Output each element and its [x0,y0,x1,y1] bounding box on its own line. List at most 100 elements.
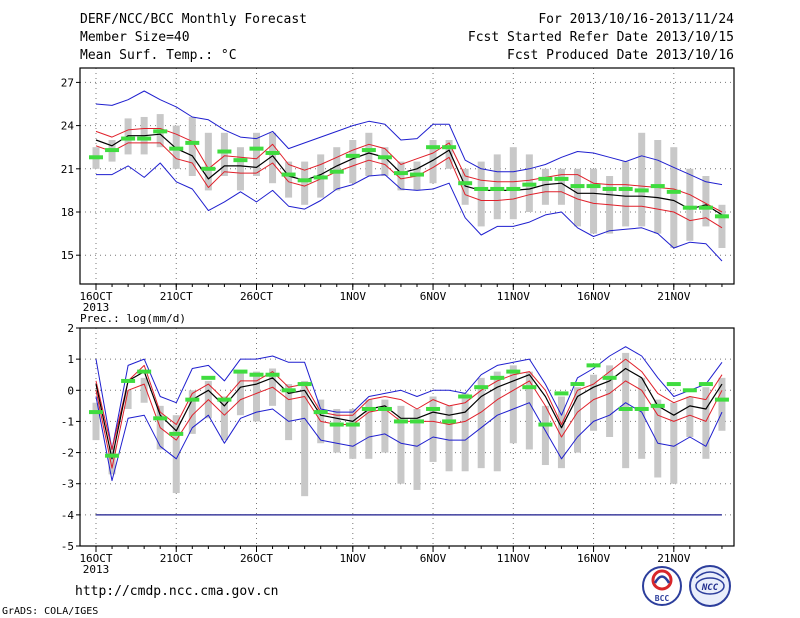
prec-inner-lower-line [95,380,723,469]
temp-ensemble-bar [686,168,694,241]
temp-ytick-label: 18 [61,206,74,219]
prec-outer-lower-line [95,396,723,482]
prec-median-marker [201,375,216,380]
grads-credit: GrADS: COLA/IGES [2,606,98,617]
prec-median-marker [121,378,136,383]
temp-xtick-label: 11NOV [497,290,530,303]
temp-ensemble-bar [702,176,710,227]
prec-outer-upper-line [95,346,723,450]
temp-median-marker [329,169,344,174]
temp-ensemble-bar [333,147,341,191]
temp-median-marker [634,188,649,193]
temp-median-marker [265,150,280,155]
temp-median-marker [682,205,697,210]
prec-ensemble-bar [285,384,293,441]
prec-median-marker [313,410,328,415]
temp-ensemble-bar [590,168,598,234]
temp-median-marker [105,148,120,153]
temp-median-marker [618,186,633,191]
prec-median-marker [89,410,103,415]
prec-median-marker [426,406,441,411]
prec-median-marker [410,419,424,424]
prec-mean-line [95,367,723,460]
prec-median-marker [105,453,120,458]
prec-median-marker [137,369,152,374]
prec-ytick-label: -4 [61,509,75,522]
prec-ensemble-bar [718,377,726,431]
temp-ensemble-bar [253,132,260,176]
temp-ensemble-bar [204,132,212,191]
prec-median-marker [714,397,729,402]
temp-ytick-label: 24 [61,120,75,133]
temp-median-marker [153,129,168,134]
temp-ensemble-bar [477,161,485,227]
temp-median-marker [169,146,184,151]
temp-median-marker [554,176,569,181]
temp-median-marker [201,166,216,171]
prec-ytick-label: -5 [61,540,74,553]
temp-median-marker [698,205,713,210]
temp-ensemble-bar [220,132,228,176]
temp-ensemble-bar [670,147,678,248]
temp-median-marker [650,184,665,189]
chart-title: DERF/NCC/BCC Monthly Forecast [80,12,307,27]
prec-ensemble-bar [220,396,228,441]
prec-ensemble-bar [413,408,421,490]
temp-median-marker [666,189,681,194]
temp-median-marker [185,140,200,145]
prec-ensemble-bar [236,371,244,416]
temp-xtick-label: 16NOV [577,290,610,303]
ncc-logo-text: NCC [701,583,719,593]
prec-ensemble-bar [493,371,501,472]
temp-ensemble-bar [429,140,437,184]
temperature-panel: 15 18 21 24 27 16OCT 21OCT 26OCT 1NOV 6NOV 11NOV 16… [61,67,735,314]
prec-median-marker [538,422,553,427]
prec-median-marker [297,382,312,387]
prec-median-marker [265,372,280,377]
prec-median-marker [474,385,489,390]
temp-ensemble-bar [574,168,581,227]
prec-ensemble-bar [172,415,180,494]
forecast-start-date: Fcst Started Refer Date 2013/10/15 [468,30,734,45]
temp-ytick-label: 21 [61,163,74,176]
temp-median-marker [217,149,232,154]
prec-ensemble-bar [349,408,357,459]
prec-ensemble-bar [525,371,533,450]
prec-median-marker [153,416,168,421]
prec-ytick-label: 0 [67,384,74,397]
prec-ensemble-bar [509,365,517,444]
temp-median-marker [602,186,617,191]
temp-median-marker [249,146,264,151]
prec-median-marker [169,431,184,436]
temp-xtick-label: 6NOV [420,290,447,303]
temp-ensemble-bar [381,147,389,176]
prec-median-marker [522,385,537,390]
prec-median-marker [698,382,713,387]
temp-median-marker [137,136,152,141]
temp-median-marker [281,172,296,177]
prec-median-marker [506,369,521,374]
precip-ylabel: Prec.: log(mm/d) [80,312,186,325]
prec-median-marker [602,375,617,380]
temp-median-marker [570,184,585,189]
bcc-logo-text: BCC [655,594,670,603]
prec-ensemble-bar [301,380,309,497]
prec-xtick-label: 11NOV [497,552,530,565]
prec-ensemble-bar [397,405,405,484]
temp-xtick-label: 21NOV [657,290,690,303]
temp-median-marker [538,176,553,181]
temp-ensemble-bar [445,140,453,169]
temp-outer-lower-line [96,162,723,262]
temp-median-marker [458,181,473,186]
source-url: http://cmdp.ncc.cma.gov.cn [75,584,279,599]
prec-ensemble-bar [124,390,132,409]
temp-median-marker [345,153,360,158]
temp-year-label: 2013 [83,301,110,314]
temp-median-marker [410,172,424,177]
prec-median-marker [345,422,360,427]
temp-ensemble-bar [557,168,565,205]
prec-ensemble-bar [606,365,614,437]
temp-ensemble-bar [188,116,196,176]
temp-inner-lower-line [95,142,723,229]
